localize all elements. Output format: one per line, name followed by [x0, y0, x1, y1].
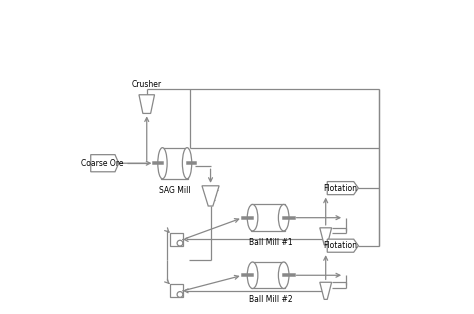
Circle shape: [177, 292, 183, 297]
Text: Flotation: Flotation: [323, 241, 357, 250]
Bar: [170, 233, 183, 246]
Polygon shape: [320, 228, 332, 245]
Ellipse shape: [278, 262, 289, 289]
Bar: [161, 148, 188, 179]
Text: Flotation: Flotation: [323, 184, 357, 192]
Polygon shape: [327, 239, 358, 252]
Text: SAG Mill: SAG Mill: [159, 186, 191, 195]
Text: Ball Mill #2: Ball Mill #2: [249, 295, 293, 304]
Circle shape: [177, 240, 183, 246]
Bar: [170, 284, 183, 297]
Text: Coarse Ore: Coarse Ore: [82, 159, 124, 168]
Ellipse shape: [247, 204, 258, 231]
Text: Crusher: Crusher: [132, 80, 162, 89]
Ellipse shape: [278, 204, 289, 231]
Ellipse shape: [182, 148, 191, 179]
Bar: [251, 204, 285, 231]
Text: Ball Mill #1: Ball Mill #1: [249, 238, 293, 247]
Ellipse shape: [247, 262, 258, 289]
Polygon shape: [320, 282, 332, 299]
Polygon shape: [139, 95, 155, 113]
Polygon shape: [327, 181, 358, 195]
Ellipse shape: [158, 148, 167, 179]
Bar: [251, 262, 285, 289]
Polygon shape: [202, 186, 219, 206]
Polygon shape: [91, 155, 118, 172]
